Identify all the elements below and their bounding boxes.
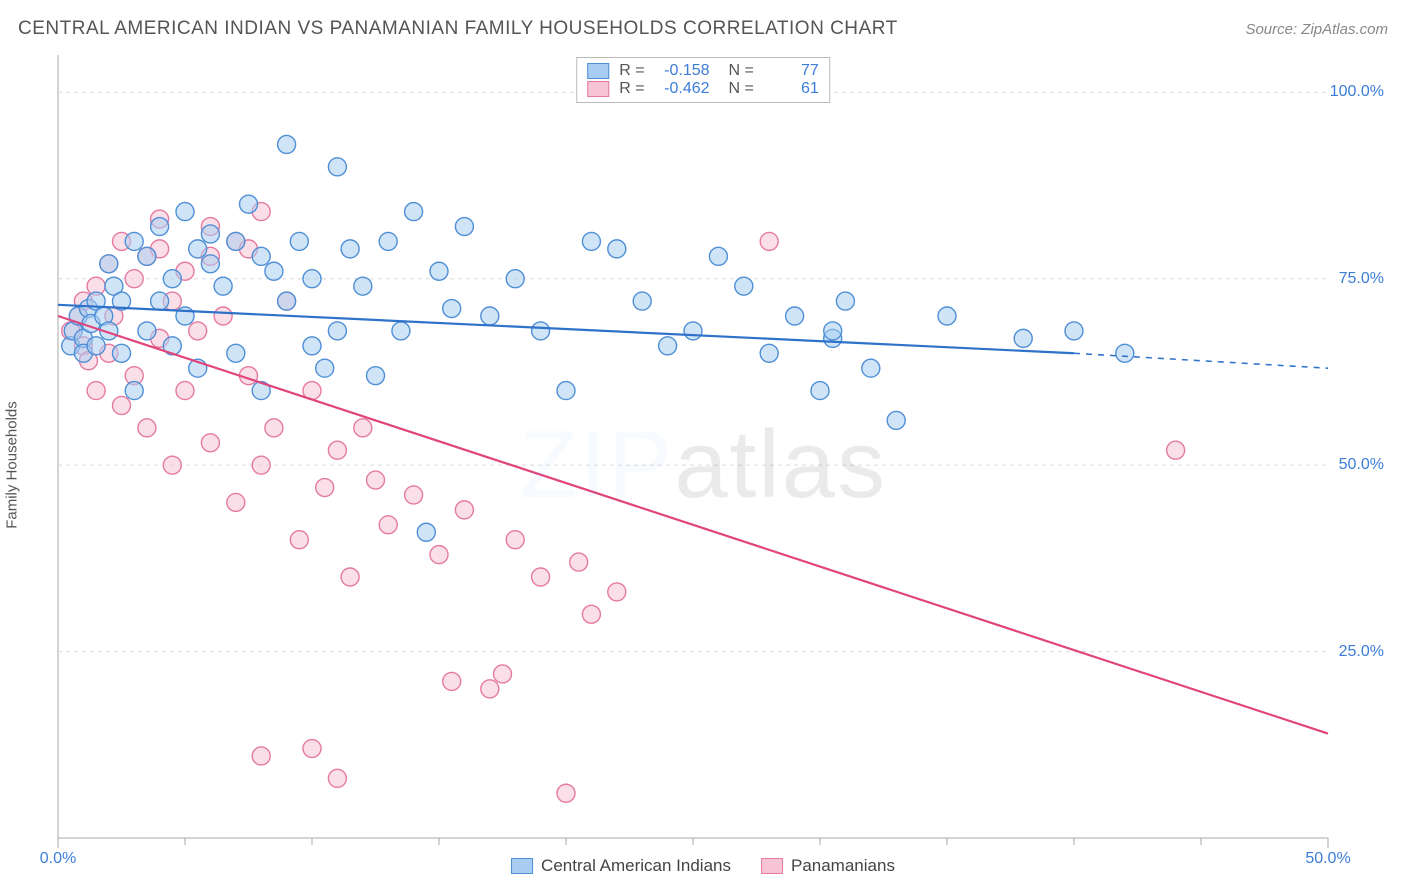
legend-stat-row: R = -0.158 N = 77 bbox=[587, 62, 819, 80]
source-attribution: Source: ZipAtlas.com bbox=[1245, 21, 1388, 38]
y-tick-label: 50.0% bbox=[1339, 456, 1384, 474]
legend-r-value: -0.462 bbox=[655, 80, 710, 98]
legend-series-label: Panamanians bbox=[791, 856, 895, 876]
chart-area: Family Households ZIPatlas R = -0.158 N … bbox=[18, 55, 1388, 874]
legend-swatch bbox=[587, 81, 609, 97]
y-tick-label: 100.0% bbox=[1330, 83, 1384, 101]
legend-swatch bbox=[761, 858, 783, 874]
legend-item: Panamanians bbox=[761, 856, 895, 876]
x-tick-label: 50.0% bbox=[1305, 850, 1350, 868]
correlation-legend: R = -0.158 N = 77 R = -0.462 N = 61 bbox=[576, 57, 830, 103]
chart-title: CENTRAL AMERICAN INDIAN VS PANAMANIAN FA… bbox=[18, 18, 898, 40]
x-tick-label: 0.0% bbox=[40, 850, 76, 868]
legend-item: Central American Indians bbox=[511, 856, 731, 876]
legend-n-value: 61 bbox=[764, 80, 819, 98]
legend-stat-row: R = -0.462 N = 61 bbox=[587, 80, 819, 98]
scatter-chart bbox=[18, 55, 1388, 874]
legend-n-label: N = bbox=[720, 62, 754, 80]
legend-r-label: R = bbox=[619, 80, 644, 98]
series-legend: Central American Indians Panamanians bbox=[511, 856, 895, 876]
legend-swatch bbox=[511, 858, 533, 874]
legend-n-value: 77 bbox=[764, 62, 819, 80]
legend-swatch bbox=[587, 63, 609, 79]
legend-series-label: Central American Indians bbox=[541, 856, 731, 876]
y-tick-label: 25.0% bbox=[1339, 643, 1384, 661]
legend-r-value: -0.158 bbox=[655, 62, 710, 80]
y-tick-label: 75.0% bbox=[1339, 270, 1384, 288]
legend-r-label: R = bbox=[619, 62, 644, 80]
legend-n-label: N = bbox=[720, 80, 754, 98]
